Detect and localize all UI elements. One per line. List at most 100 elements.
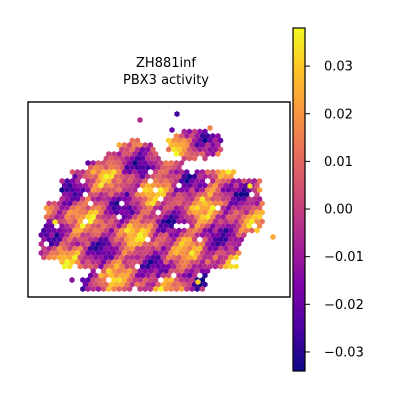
spot (228, 218, 234, 225)
spot (106, 196, 112, 202)
spot (137, 232, 143, 238)
spot (93, 272, 99, 279)
spot (62, 245, 68, 252)
spot (103, 182, 109, 189)
spot (51, 254, 57, 261)
spot (225, 196, 231, 202)
spot (173, 214, 179, 220)
spot (64, 223, 70, 229)
spot (223, 200, 229, 207)
spot (137, 259, 143, 265)
spot (179, 160, 185, 166)
spot (215, 178, 221, 184)
spot (142, 286, 148, 292)
spot (101, 277, 107, 283)
spot (38, 232, 44, 238)
spot (72, 227, 78, 234)
spot (124, 173, 130, 180)
spot (202, 236, 208, 243)
spot (218, 191, 224, 198)
spot (173, 241, 179, 247)
spot (121, 178, 127, 184)
spot (223, 263, 229, 270)
spot (225, 241, 231, 247)
spot (116, 196, 122, 202)
spot (238, 236, 244, 243)
spot (145, 263, 151, 270)
spot (194, 205, 200, 211)
spot (197, 128, 203, 135)
spot (150, 254, 156, 261)
spot (220, 205, 226, 211)
spot (145, 218, 151, 225)
spot (171, 164, 177, 171)
spot (106, 178, 112, 184)
spot (176, 209, 182, 216)
spot (189, 187, 195, 193)
spot (93, 254, 99, 261)
spot (223, 227, 229, 234)
spot (56, 227, 62, 234)
spot (80, 205, 86, 211)
spot (218, 146, 224, 153)
spot (241, 187, 247, 193)
spot (181, 146, 187, 153)
spot (111, 196, 117, 202)
spot (168, 187, 174, 193)
spot (168, 286, 174, 292)
spot (179, 133, 185, 139)
spot (202, 146, 208, 153)
spot (140, 164, 146, 171)
spot (176, 281, 182, 288)
spot (153, 205, 159, 211)
spot (77, 173, 83, 180)
spot (103, 173, 109, 180)
spot (199, 232, 205, 238)
spot (223, 173, 229, 180)
spot (147, 205, 153, 211)
spot (127, 151, 133, 157)
spot (77, 254, 83, 261)
spot (56, 218, 62, 225)
spot (85, 187, 91, 193)
spot (179, 196, 185, 202)
spot (186, 263, 192, 270)
spot (166, 164, 172, 171)
spot (207, 137, 213, 144)
spot (207, 182, 213, 189)
spot (233, 182, 239, 189)
spot (137, 250, 143, 256)
spot (51, 227, 57, 234)
spot (189, 259, 195, 265)
spot (158, 268, 164, 274)
spot (132, 241, 138, 247)
spot (155, 263, 161, 270)
spot (153, 259, 159, 265)
spot (114, 263, 120, 270)
spot (101, 259, 107, 265)
spot (215, 196, 221, 202)
spot (98, 173, 104, 180)
spot (168, 142, 174, 148)
spot (111, 151, 117, 157)
spot (145, 164, 151, 171)
spot (101, 169, 107, 175)
spot (124, 155, 130, 162)
spot (207, 263, 213, 270)
spot (189, 232, 195, 238)
spot (166, 137, 172, 144)
spot (199, 178, 205, 184)
spot (150, 164, 156, 171)
spot (59, 232, 65, 238)
spot (225, 169, 231, 175)
spot (212, 173, 218, 180)
spot (166, 236, 172, 243)
spot (166, 263, 172, 270)
spot (199, 241, 205, 247)
spot (212, 146, 218, 153)
spot (93, 182, 99, 189)
spot (220, 187, 226, 193)
spot (205, 241, 211, 247)
spot (184, 232, 190, 238)
spot (119, 245, 125, 252)
